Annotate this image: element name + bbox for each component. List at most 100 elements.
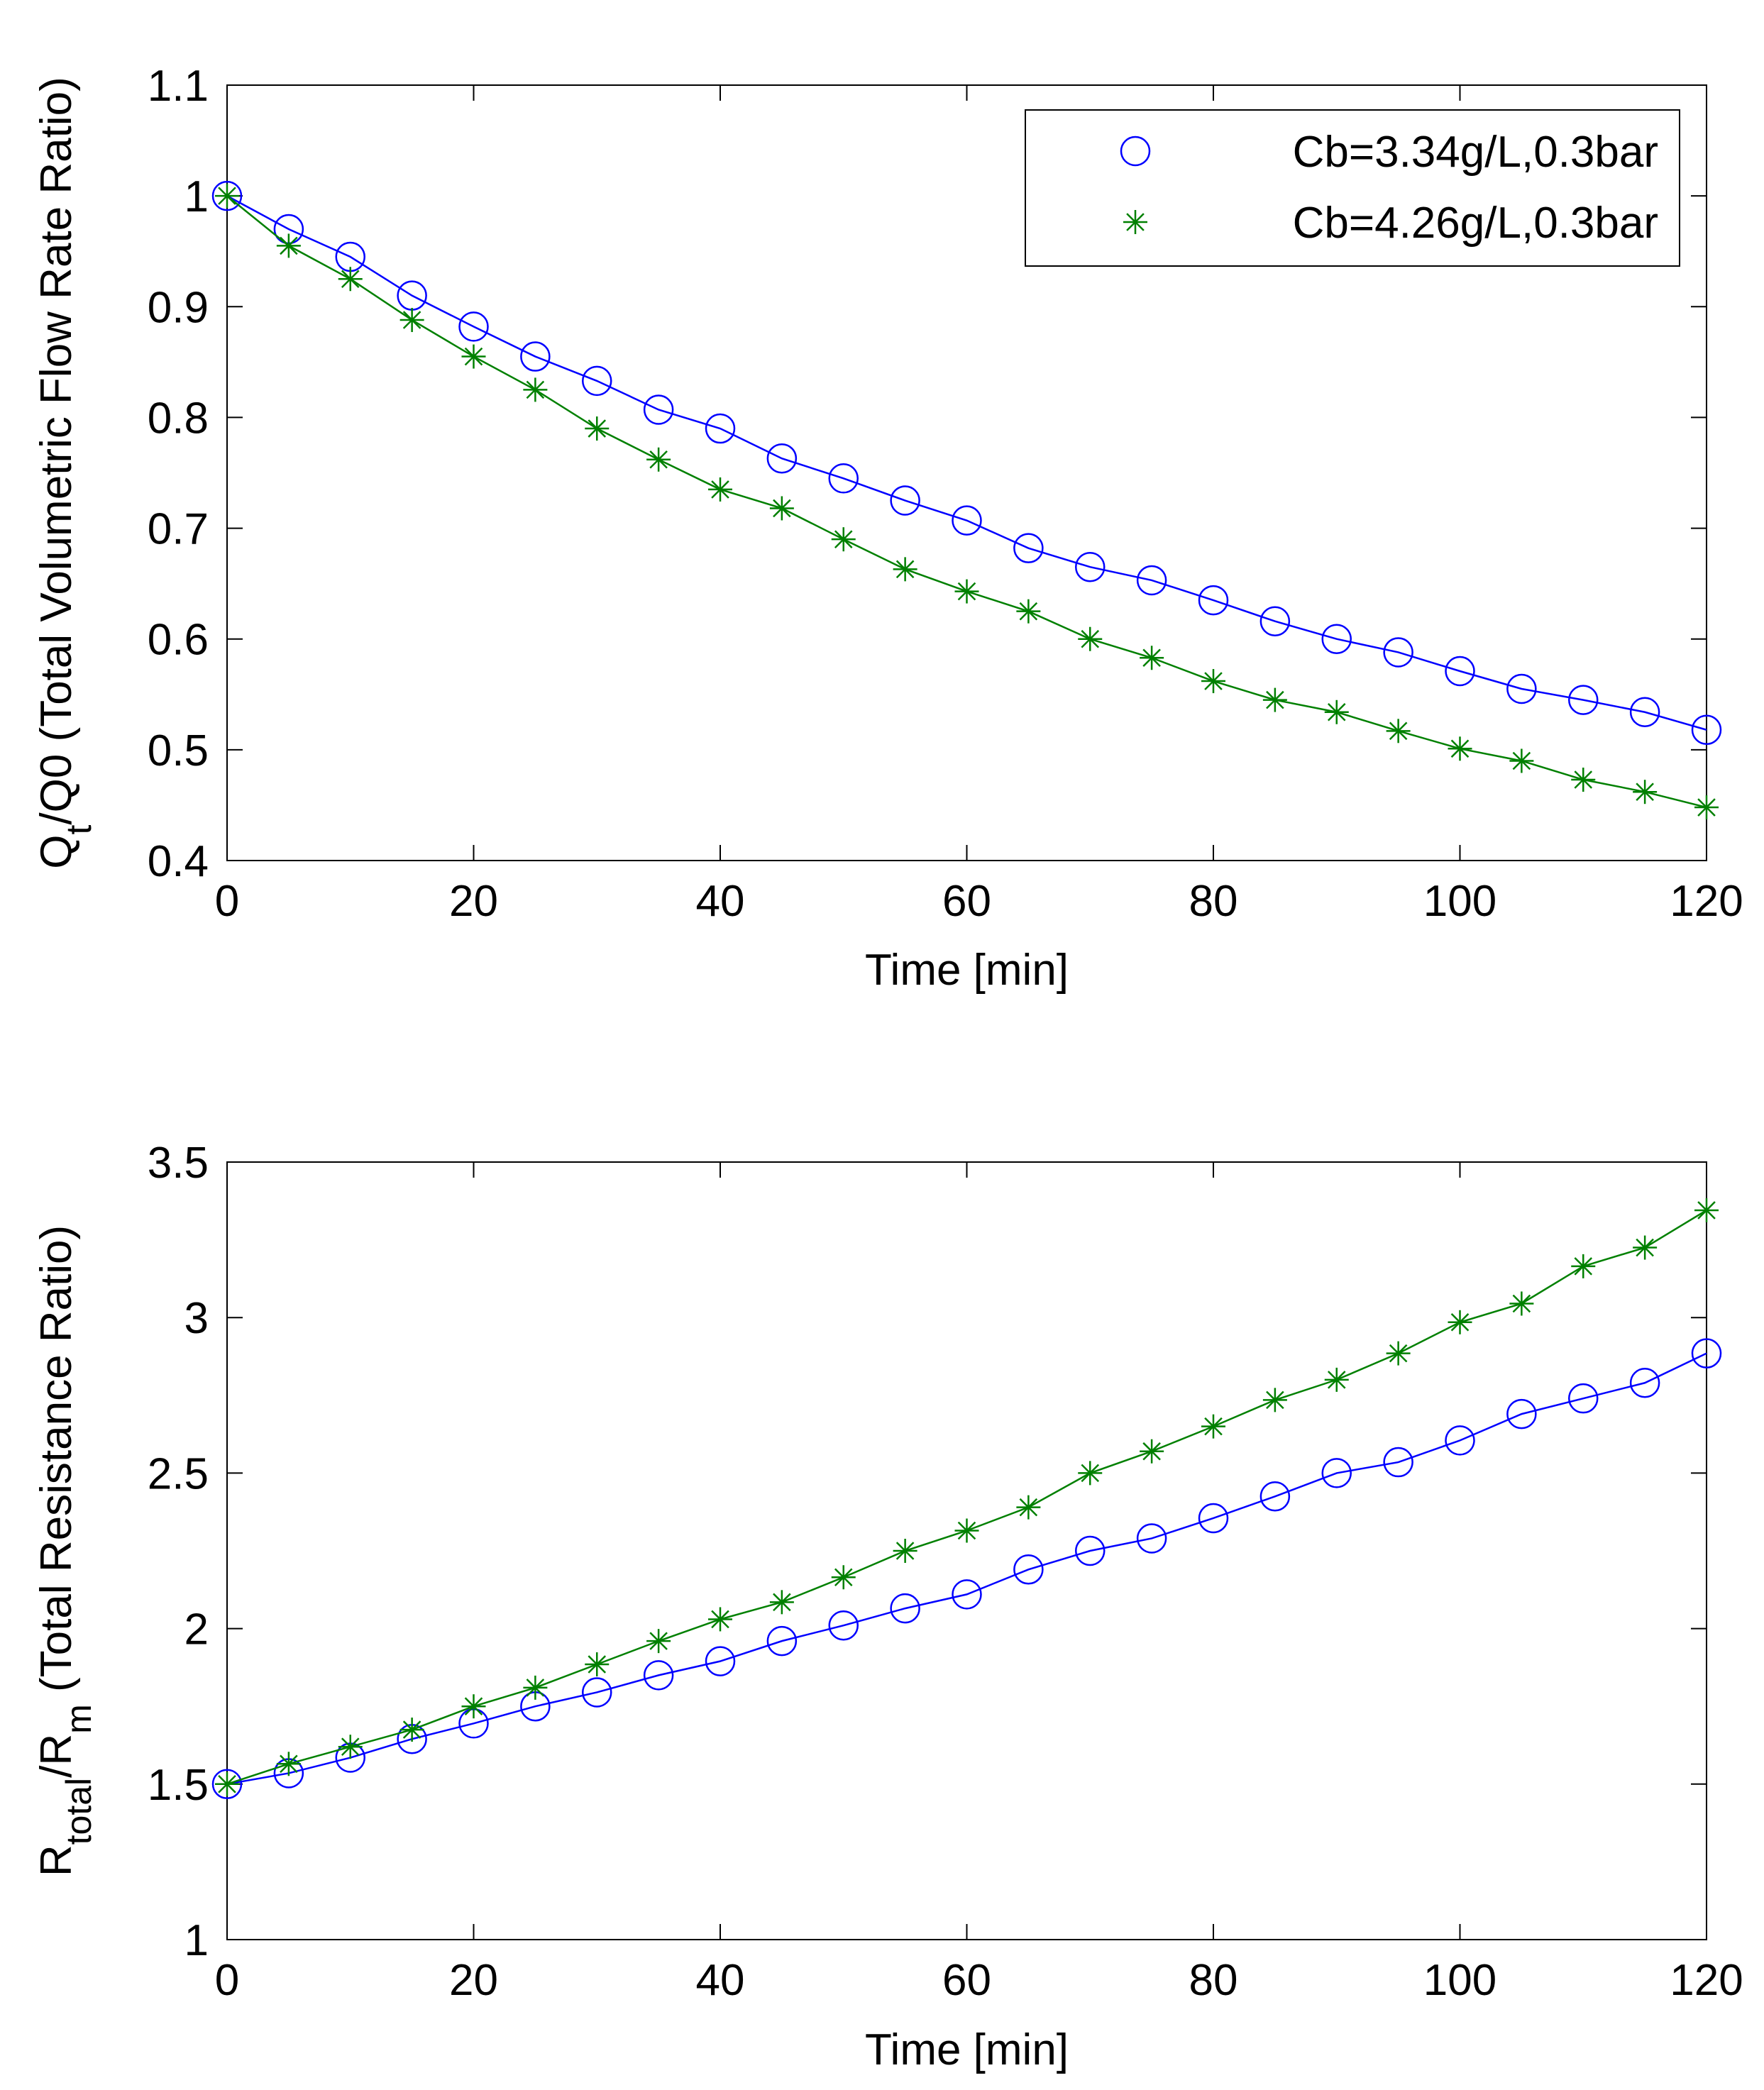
asterisk-stroke — [464, 1697, 483, 1715]
bottom-point-green-asterisk — [1509, 1291, 1534, 1316]
asterisk-stroke — [1389, 721, 1408, 741]
bottom-point-blue-circle — [1321, 1458, 1352, 1488]
top-point-blue-circle — [520, 341, 551, 372]
bottom-series-line-blue-circle — [226, 1352, 1707, 1786]
asterisk-stroke — [280, 236, 298, 255]
asterisk-stroke — [588, 419, 607, 438]
asterisk-stroke — [1636, 783, 1654, 801]
legend-marker-circle — [1120, 136, 1151, 167]
top-point-blue-circle — [890, 485, 920, 516]
legend-box — [1025, 109, 1680, 267]
top-x-tick-label: 80 — [1189, 877, 1238, 926]
legend-label: Cb=3.34g/L,0.3bar — [1293, 128, 1658, 177]
bottom-x-tick-label: 80 — [1189, 1956, 1238, 2005]
asterisk-stroke — [1204, 1417, 1223, 1436]
legend-marker-asterisk — [1123, 210, 1147, 234]
bottom-point-green-asterisk — [1694, 1198, 1719, 1222]
top-point-green-asterisk — [215, 184, 239, 209]
top-point-green-asterisk — [1694, 795, 1719, 820]
asterisk-stroke — [1697, 1201, 1716, 1220]
bottom-point-blue-circle — [211, 1769, 243, 1800]
top-y-tick-label: 0.9 — [148, 283, 209, 332]
top-x-tick-label: 100 — [1423, 877, 1496, 926]
legend-label: Cb=4.26g/L,0.3bar — [1293, 199, 1658, 248]
top-point-green-asterisk — [585, 416, 610, 441]
asterisk-stroke — [895, 560, 915, 579]
bottom-point-green-asterisk — [1078, 1461, 1103, 1486]
top-y-tick-label: 1 — [184, 172, 209, 221]
bottom-y-tick-label: 3.5 — [148, 1139, 209, 1188]
top-y-tick-label: 0.5 — [148, 726, 209, 775]
chart-flow-rate-ratio: 0 20 40 60 80 100 120 0.4 0.5 0.6 0.7 0.8 0.9 1 1.1 Tim… — [32, 62, 1743, 995]
top-point-green-asterisk — [708, 477, 732, 502]
asterisk-stroke — [1450, 739, 1470, 758]
bottom-point-green-asterisk — [1386, 1341, 1411, 1366]
top-point-blue-circle — [1075, 551, 1106, 582]
asterisk-stroke — [464, 347, 483, 366]
bottom-y-axis-label-part: R — [32, 1845, 81, 1876]
bottom-point-blue-circle — [1506, 1398, 1537, 1430]
bottom-point-green-asterisk — [585, 1652, 610, 1677]
top-x-tick-label: 0 — [215, 877, 239, 926]
top-point-green-asterisk — [769, 496, 794, 521]
asterisk-stroke — [1204, 672, 1223, 690]
bottom-x-tick-label: 20 — [449, 1956, 498, 2005]
bottom-point-green-asterisk — [276, 1752, 301, 1776]
asterisk-stroke — [834, 530, 853, 548]
top-point-blue-circle — [1321, 624, 1352, 654]
top-point-green-asterisk — [1386, 719, 1411, 743]
asterisk-stroke — [1636, 1238, 1654, 1257]
asterisk-stroke — [402, 1720, 421, 1739]
top-x-tick-label: 120 — [1670, 877, 1743, 926]
asterisk-stroke — [218, 187, 236, 205]
chart-resistance-ratio: 0 20 40 60 80 100 120 1 1.5 2 2.5 3 3.5 Time [min] Rto… — [32, 1139, 1743, 2074]
bottom-point-blue-circle — [1445, 1425, 1475, 1456]
top-point-green-asterisk — [1448, 736, 1472, 761]
bottom-point-green-asterisk — [1140, 1439, 1164, 1464]
bottom-point-blue-circle — [1568, 1383, 1599, 1414]
bottom-y-axis-label-part: m — [59, 1704, 99, 1734]
asterisk-stroke — [834, 1568, 853, 1587]
top-y-tick-label: 0.7 — [148, 505, 209, 554]
asterisk-stroke — [1081, 629, 1100, 648]
bottom-plot-frame — [226, 1161, 1707, 1940]
top-y-tick-label: 0.8 — [148, 394, 209, 443]
top-point-green-asterisk — [461, 344, 486, 369]
asterisk-stroke — [1081, 1464, 1100, 1483]
asterisk-stroke — [649, 450, 668, 469]
asterisk-stroke — [773, 499, 791, 518]
top-point-blue-circle — [582, 365, 612, 397]
top-point-blue-circle — [1445, 656, 1475, 687]
bottom-point-green-asterisk — [831, 1565, 856, 1590]
top-point-blue-circle — [458, 311, 489, 342]
bottom-point-green-asterisk — [1016, 1495, 1041, 1520]
bottom-x-axis-label: Time [min] — [865, 2025, 1069, 2074]
bottom-point-blue-circle — [582, 1677, 612, 1708]
bottom-point-blue-circle — [890, 1593, 920, 1624]
top-point-blue-circle — [1259, 606, 1291, 636]
bottom-point-blue-circle — [1259, 1481, 1291, 1512]
top-point-blue-circle — [952, 505, 982, 536]
bottom-point-blue-circle — [828, 1610, 859, 1641]
bottom-point-green-asterisk — [708, 1607, 732, 1632]
bottom-y-axis-label-part: total — [59, 1778, 99, 1845]
asterisk-stroke — [341, 270, 360, 289]
top-point-blue-circle — [1136, 565, 1167, 596]
asterisk-stroke — [1126, 213, 1145, 231]
bottom-point-green-asterisk — [1633, 1235, 1658, 1260]
asterisk-stroke — [1266, 690, 1284, 709]
top-point-green-asterisk — [523, 377, 548, 402]
top-point-green-asterisk — [338, 267, 363, 292]
bottom-x-tick-label: 40 — [696, 1956, 745, 2005]
asterisk-stroke — [711, 1610, 729, 1629]
top-point-green-asterisk — [646, 447, 671, 472]
top-y-tick-label: 1.1 — [148, 62, 209, 111]
bottom-y-tick-label: 1.5 — [148, 1761, 209, 1810]
bottom-y-axis-label-part: (Total Resistance Ratio) — [32, 1225, 81, 1704]
top-point-blue-circle — [1013, 533, 1044, 563]
top-point-green-asterisk — [1201, 669, 1225, 694]
bottom-x-tick-label: 120 — [1670, 1956, 1743, 2005]
asterisk-stroke — [1327, 702, 1346, 721]
top-point-green-asterisk — [276, 233, 301, 258]
asterisk-stroke — [402, 311, 421, 329]
